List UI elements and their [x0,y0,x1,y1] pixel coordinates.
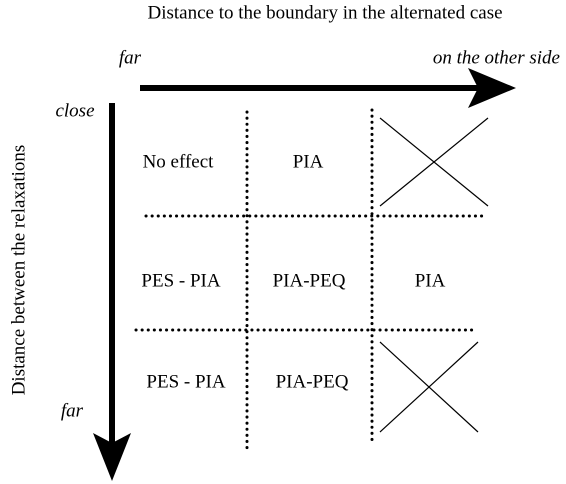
cell: PES - PIA [146,371,225,392]
vertical-end: far [61,400,84,421]
cell: PIA-PEQ [276,371,349,392]
cell: PES - PIA [141,270,220,291]
grid-lines [134,108,488,452]
cell: PIA-PEQ [273,270,346,291]
horizontal-start: far [119,47,142,68]
horizontal-arrow [140,68,516,108]
cell: PIA [415,270,446,291]
crossed-cell [379,341,479,433]
crossed-cell [379,117,489,207]
cell: PIA [293,151,324,172]
vertical-label: Distance between the relaxations [8,145,29,396]
horizontal-end: on the other side [433,47,560,68]
vertical-arrow [93,103,131,481]
vertical-start: close [55,100,94,121]
title: Distance to the boundary in the alternat… [147,2,502,23]
cell: No effect [143,151,215,172]
